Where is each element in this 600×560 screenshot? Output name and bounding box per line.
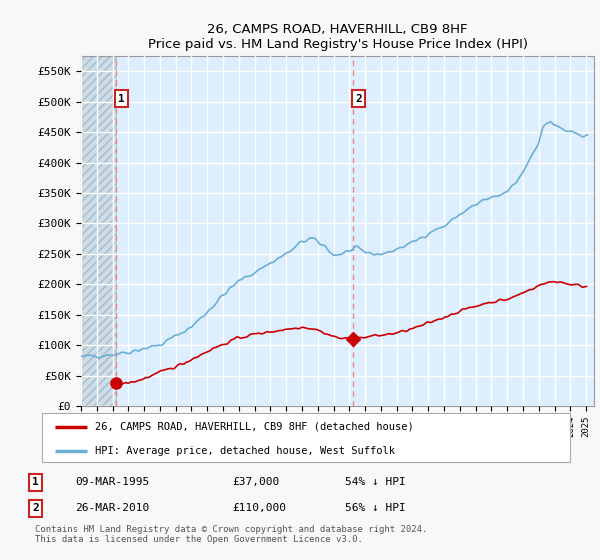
Text: Contains HM Land Registry data © Crown copyright and database right 2024.
This d: Contains HM Land Registry data © Crown c…	[35, 525, 428, 544]
Text: £37,000: £37,000	[233, 477, 280, 487]
Text: 2: 2	[355, 94, 362, 104]
Text: 1: 1	[118, 94, 125, 104]
Text: £110,000: £110,000	[233, 503, 287, 513]
Text: 56% ↓ HPI: 56% ↓ HPI	[346, 503, 406, 513]
Title: 26, CAMPS ROAD, HAVERHILL, CB9 8HF
Price paid vs. HM Land Registry's House Price: 26, CAMPS ROAD, HAVERHILL, CB9 8HF Price…	[148, 22, 527, 50]
Text: 26, CAMPS ROAD, HAVERHILL, CB9 8HF (detached house): 26, CAMPS ROAD, HAVERHILL, CB9 8HF (deta…	[95, 422, 413, 432]
Text: 54% ↓ HPI: 54% ↓ HPI	[346, 477, 406, 487]
Text: 26-MAR-2010: 26-MAR-2010	[75, 503, 149, 513]
FancyBboxPatch shape	[42, 413, 570, 462]
Text: 09-MAR-1995: 09-MAR-1995	[75, 477, 149, 487]
Text: HPI: Average price, detached house, West Suffolk: HPI: Average price, detached house, West…	[95, 446, 395, 456]
Bar	[81, 56, 116, 406]
Text: 2: 2	[32, 503, 38, 513]
Text: 1: 1	[32, 477, 38, 487]
